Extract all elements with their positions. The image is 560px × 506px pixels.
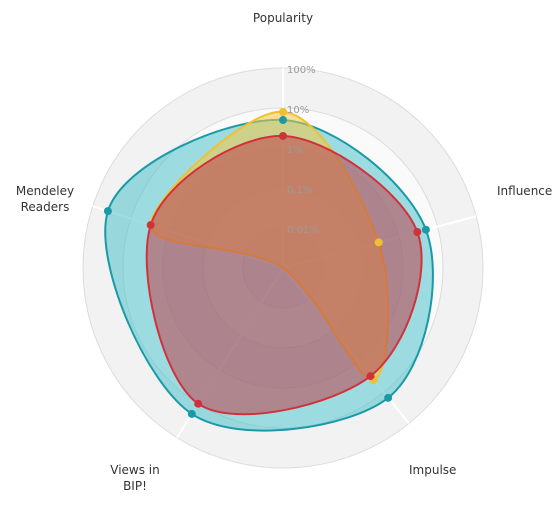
series-3-area <box>145 134 423 416</box>
tick-label: 0.1% <box>287 185 312 196</box>
series-1-point <box>103 207 112 216</box>
series-3-point <box>146 221 155 230</box>
axis-label: Influence <box>497 184 552 198</box>
series-2-point <box>279 107 287 116</box>
tick-label: 1% <box>287 145 303 156</box>
axis-label: Popularity <box>253 11 313 25</box>
axis-label: Impulse <box>409 463 456 477</box>
series-2-point <box>374 238 383 247</box>
series-3-point <box>279 131 287 140</box>
tick-label: 10% <box>287 105 309 116</box>
axis-label: Views in BIP! <box>110 463 159 493</box>
series-3-point <box>413 228 422 237</box>
series-3-point <box>366 372 375 381</box>
series-1-point <box>384 393 393 402</box>
series-1-point <box>187 409 196 418</box>
tick-label: 100% <box>287 65 316 76</box>
series-1-point <box>279 116 287 125</box>
series-1-point <box>421 225 430 234</box>
tick-label: 0.01% <box>287 225 319 236</box>
axis-label: Mendeley Readers <box>16 184 74 214</box>
series-3-point <box>194 399 203 408</box>
